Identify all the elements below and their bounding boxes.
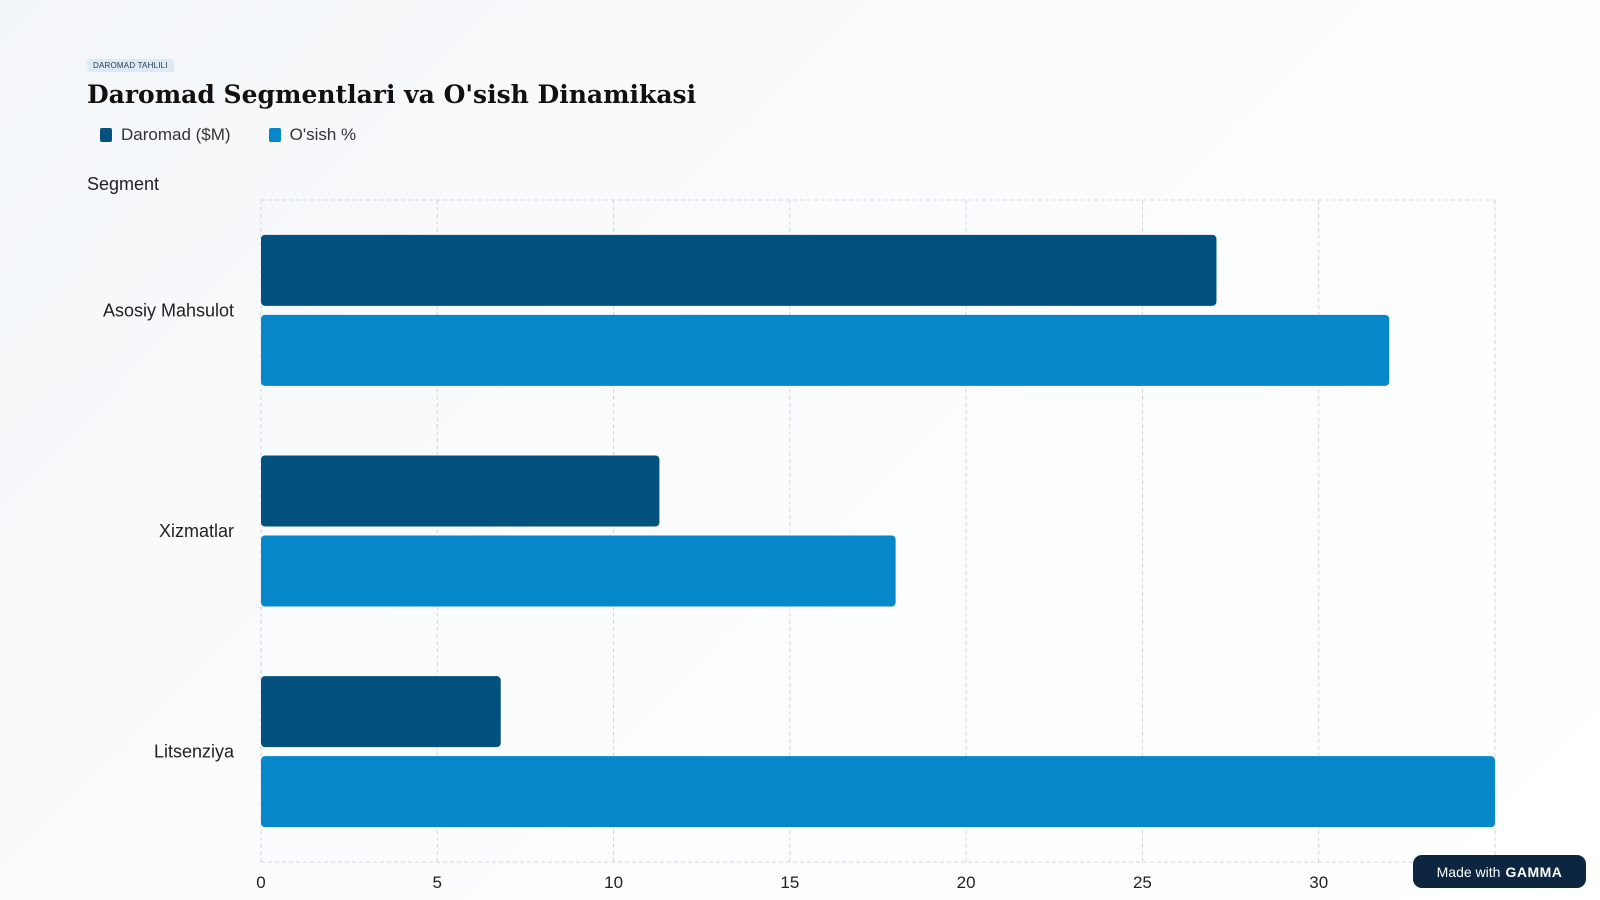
legend-item-growth: O'sish % bbox=[268, 125, 357, 145]
y-axis-title: Segment bbox=[87, 174, 160, 194]
x-tick-label-15: 15 bbox=[780, 873, 799, 892]
legend-swatch-growth bbox=[268, 128, 281, 142]
made-with-gamma-badge[interactable]: Made with GAMMA bbox=[1413, 855, 1586, 888]
page-title: Daromad Segmentlari va O'sish Dinamikasi bbox=[87, 80, 697, 109]
bar-growth-0 bbox=[261, 314, 1390, 386]
x-tick-label-5: 5 bbox=[433, 873, 442, 892]
category-label-2: Litsenziya bbox=[154, 742, 235, 762]
chart-bars bbox=[261, 234, 1495, 828]
x-tick-label-30: 30 bbox=[1309, 873, 1328, 892]
category-label-0: Asosiy Mahsulot bbox=[103, 300, 234, 320]
legend-label-revenue: Daromad ($M) bbox=[121, 125, 231, 144]
x-tick-label-10: 10 bbox=[604, 873, 623, 892]
gamma-logo: GAMMA bbox=[1505, 863, 1563, 880]
category-labels: Asosiy Mahsulot Xizmatlar Litsenziya bbox=[103, 300, 235, 761]
bar-growth-1 bbox=[261, 535, 896, 607]
x-axis-ticks: 05101520253035 bbox=[256, 873, 1504, 892]
chart-grid bbox=[260, 199, 1496, 863]
watermark-prefix: Made with bbox=[1436, 863, 1501, 880]
legend-item-revenue: Daromad ($M) bbox=[100, 125, 231, 145]
bar-revenue-0 bbox=[261, 234, 1217, 306]
bar-revenue-1 bbox=[261, 455, 660, 527]
x-tick-label-0: 0 bbox=[256, 873, 265, 892]
x-tick-label-20: 20 bbox=[957, 873, 976, 892]
x-tick-label-25: 25 bbox=[1133, 873, 1152, 892]
bar-revenue-2 bbox=[261, 676, 501, 748]
legend-label-growth: O'sish % bbox=[289, 125, 357, 144]
category-label-1: Xizmatlar bbox=[159, 521, 234, 541]
chart-legend: Daromad ($M) O'sish % bbox=[100, 125, 356, 145]
section-badge: DAROMAD TAHLILI bbox=[87, 59, 174, 72]
legend-swatch-revenue bbox=[100, 128, 112, 142]
bar-growth-2 bbox=[261, 756, 1495, 828]
